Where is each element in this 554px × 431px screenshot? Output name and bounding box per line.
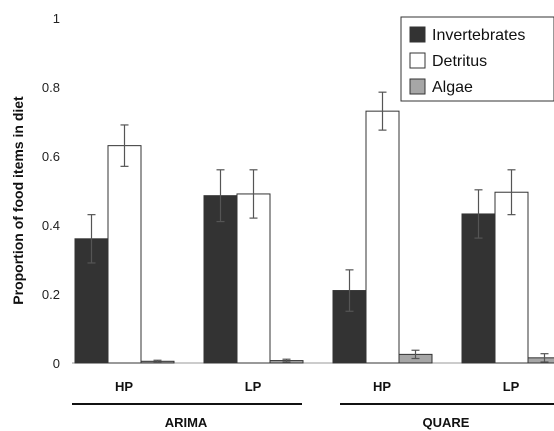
error-bar-invertebrates bbox=[87, 214, 96, 264]
y-tick-label: 0.4 bbox=[42, 218, 60, 233]
error-bar-algae bbox=[540, 353, 549, 363]
y-tick-label: 0.8 bbox=[42, 80, 60, 95]
legend-label-algae: Algae bbox=[432, 79, 473, 96]
group-label: QUARE bbox=[423, 415, 470, 430]
error-bar-algae bbox=[282, 358, 291, 363]
error-bar-invertebrates bbox=[345, 269, 354, 312]
bar-detritus bbox=[236, 193, 271, 364]
error-bar-algae bbox=[153, 359, 162, 363]
bar-invertebrates bbox=[461, 213, 496, 364]
error-bar-invertebrates bbox=[216, 169, 225, 223]
error-bar-detritus bbox=[507, 169, 516, 216]
error-bar-algae bbox=[411, 349, 420, 360]
y-tick-label: 0.2 bbox=[42, 287, 60, 302]
category-label: HP bbox=[115, 379, 133, 394]
error-bar-detritus bbox=[120, 124, 129, 167]
legend-label-invertebrates: Invertebrates bbox=[432, 27, 525, 44]
error-bar-detritus bbox=[249, 169, 258, 219]
bar-detritus bbox=[365, 110, 400, 364]
y-tick-label: 0.6 bbox=[42, 149, 60, 164]
legend-label-detritus: Detritus bbox=[432, 53, 487, 70]
legend-swatch-invertebrates bbox=[409, 26, 426, 43]
legend-box bbox=[400, 16, 554, 102]
category-label: LP bbox=[503, 379, 520, 394]
legend-swatch-detritus bbox=[409, 52, 426, 69]
y-axis-label: Proportion of food items in diet bbox=[10, 96, 26, 305]
bar-detritus bbox=[494, 191, 529, 364]
category-label: HP bbox=[373, 379, 391, 394]
error-bar-invertebrates bbox=[474, 189, 483, 239]
legend-swatch-algae bbox=[409, 78, 426, 95]
bar-detritus bbox=[107, 145, 142, 364]
y-tick-label: 1 bbox=[53, 11, 60, 26]
error-bar-detritus bbox=[378, 91, 387, 131]
category-label: LP bbox=[245, 379, 262, 394]
y-tick-label: 0 bbox=[53, 356, 60, 371]
group-label: ARIMA bbox=[165, 415, 208, 430]
